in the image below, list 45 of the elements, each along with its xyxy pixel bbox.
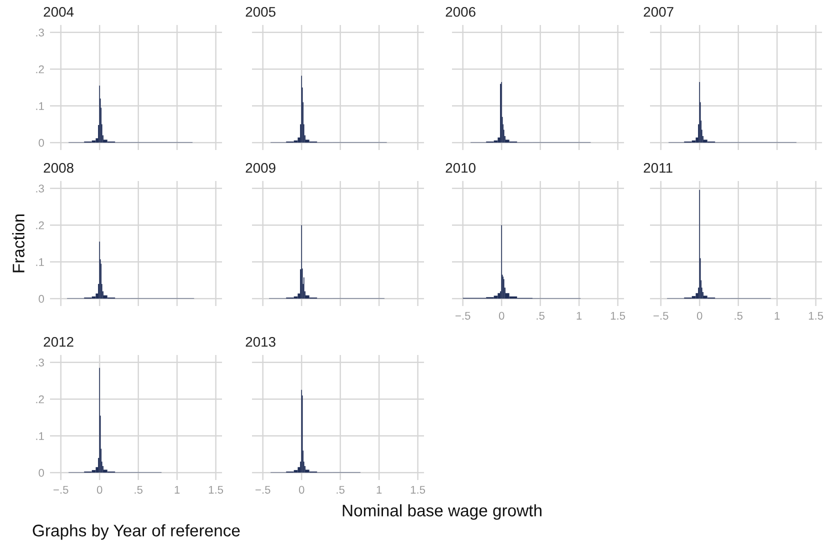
chart-title: 2009 [246, 162, 276, 173]
x-tick-label: .5 [734, 312, 742, 320]
x-tick-label: −.5 [256, 486, 270, 494]
text: Graphs by Year of reference [32, 524, 240, 540]
y-tick-label: .3 [36, 358, 44, 366]
x-tick-label: 1 [576, 312, 582, 320]
y-tick-label: .1 [36, 102, 44, 110]
x-tick-label: 1.5 [808, 312, 824, 320]
y-tick-label: .2 [36, 65, 44, 74]
y-tick-label: .3 [36, 28, 44, 36]
x-tick-label: 1 [376, 486, 382, 494]
x-tick-label: −.5 [654, 312, 668, 320]
chart-title: 2006 [446, 6, 476, 17]
chart-title: 2004 [44, 6, 74, 17]
x-tick-label: 0 [498, 312, 504, 320]
y-tick-label: 0 [38, 138, 44, 147]
y-tick-label: .2 [36, 395, 44, 404]
x-tick-label: 0 [696, 312, 702, 320]
x-tick-label: 1.5 [610, 312, 626, 320]
y-tick-label: .1 [36, 258, 44, 266]
x-tick-label: 1.5 [208, 486, 224, 494]
x-tick-label: .5 [536, 312, 544, 320]
chart-title: 2012 [44, 336, 74, 347]
chart-title: 2007 [644, 6, 674, 17]
chart-title: 2008 [44, 162, 74, 173]
x-tick-label: −.5 [456, 312, 470, 320]
y-axis-title: Fraction [12, 214, 24, 272]
x-tick-label: 1.5 [410, 486, 426, 494]
y-tick-label: .2 [36, 221, 44, 230]
chart-title: 2011 [644, 162, 672, 173]
x-axis-title: Nominal base wage growth [342, 504, 542, 520]
y-tick-label: .1 [36, 432, 44, 440]
x-tick-label: .5 [336, 486, 344, 494]
y-tick-label: .3 [36, 184, 44, 192]
chart-title: 2005 [246, 6, 276, 17]
x-tick-label: .5 [134, 486, 142, 494]
x-tick-label: 1 [774, 312, 780, 320]
x-tick-label: 0 [298, 486, 304, 494]
y-tick-label: 0 [38, 468, 44, 477]
x-tick-label: −.5 [54, 486, 68, 494]
x-tick-label: 0 [96, 486, 102, 494]
y-tick-label: 0 [38, 294, 44, 303]
chart-title: 2013 [246, 336, 276, 347]
x-tick-label: 1 [174, 486, 180, 494]
chart-title: 2010 [446, 162, 476, 173]
